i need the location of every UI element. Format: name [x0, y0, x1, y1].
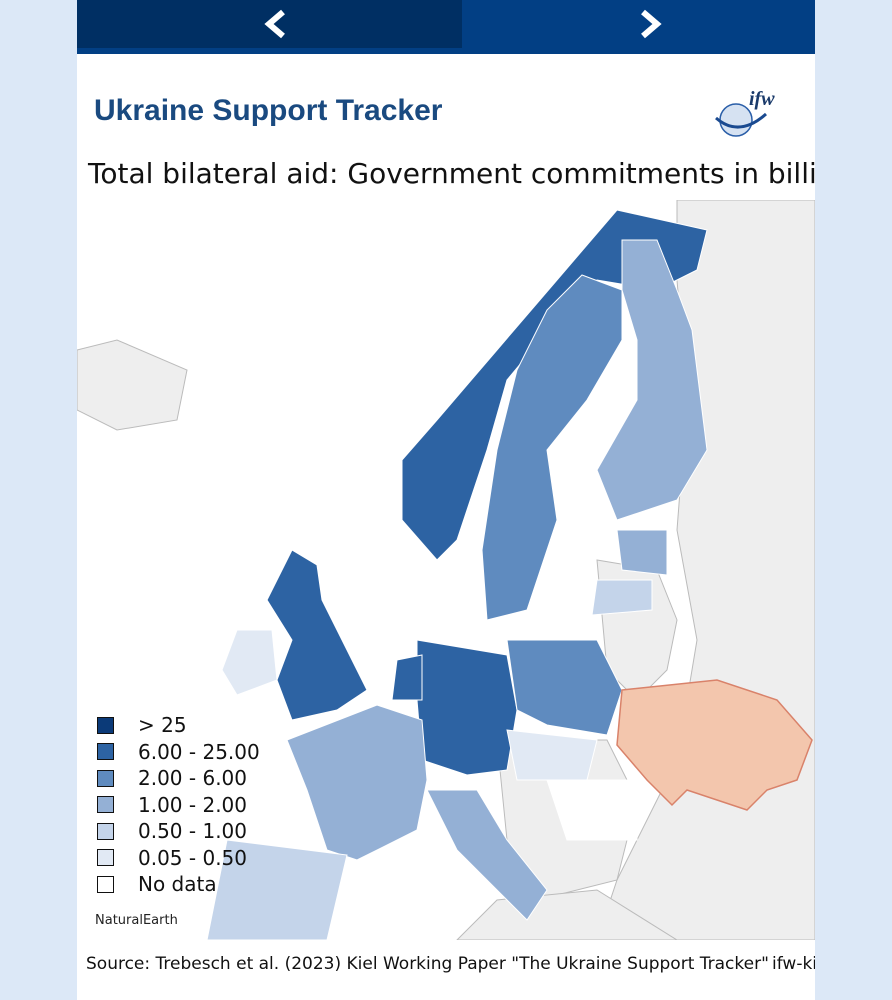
next-button[interactable] — [641, 9, 662, 39]
logo-text: ifw — [749, 88, 775, 110]
legend-swatch — [97, 769, 114, 787]
legend-label: No data — [138, 872, 217, 897]
subtitle: Total bilateral aid: Government commitme… — [88, 157, 815, 190]
legend-swatch — [97, 849, 114, 867]
legend-label: 0.05 - 0.50 — [138, 845, 247, 870]
legend-label: > 25 — [138, 713, 187, 738]
estonia — [616, 529, 668, 576]
logo-globe — [715, 103, 767, 137]
legend-item: No data — [97, 871, 260, 898]
legend-item: > 25 — [97, 712, 260, 739]
nav-bar — [77, 0, 815, 54]
iceland — [77, 339, 188, 431]
map — [77, 200, 815, 940]
panel: Ukraine Support Tracker ifw Total bilate… — [77, 0, 815, 1000]
netherlands — [391, 654, 423, 701]
legend-label: 1.00 - 2.00 — [138, 792, 247, 817]
legend-item: 2.00 - 6.00 — [97, 765, 260, 792]
spain — [206, 839, 348, 940]
title: Ukraine Support Tracker — [94, 94, 443, 127]
ireland — [221, 629, 278, 696]
uk — [266, 549, 368, 721]
poland — [506, 639, 623, 736]
romania-bulgaria — [546, 779, 638, 841]
latvia-lithuania — [591, 579, 653, 616]
map-credit: NaturalEarth — [95, 913, 178, 928]
italy — [426, 789, 548, 921]
ukraine — [616, 679, 813, 811]
legend-swatch — [97, 796, 114, 814]
nav-arrows — [264, 9, 662, 39]
finland — [596, 239, 708, 521]
legend-item: 0.05 - 0.50 — [97, 845, 260, 872]
legend: > 25 6.00 - 25.00 2.00 - 6.00 1.00 - 2.00 0.… — [97, 712, 260, 898]
legend-item: 0.50 - 1.00 — [97, 818, 260, 845]
norway — [401, 209, 708, 561]
sweden — [481, 274, 623, 621]
site-link: ifw-ki — [772, 954, 815, 974]
germany — [416, 639, 518, 776]
legend-swatch — [97, 875, 114, 893]
legend-swatch — [97, 822, 114, 840]
legend-swatch — [97, 743, 114, 761]
legend-swatch — [97, 716, 114, 734]
france — [286, 704, 428, 861]
source-note: Source: Trebesch et al. (2023) Kiel Work… — [86, 954, 769, 974]
legend-item: 1.00 - 2.00 — [97, 792, 260, 819]
legend-label: 0.50 - 1.00 — [138, 819, 247, 844]
prev-button[interactable] — [264, 9, 285, 39]
legend-label: 2.00 - 6.00 — [138, 766, 247, 791]
legend-label: 6.00 - 25.00 — [138, 739, 260, 764]
legend-item: 6.00 - 25.00 — [97, 739, 260, 766]
